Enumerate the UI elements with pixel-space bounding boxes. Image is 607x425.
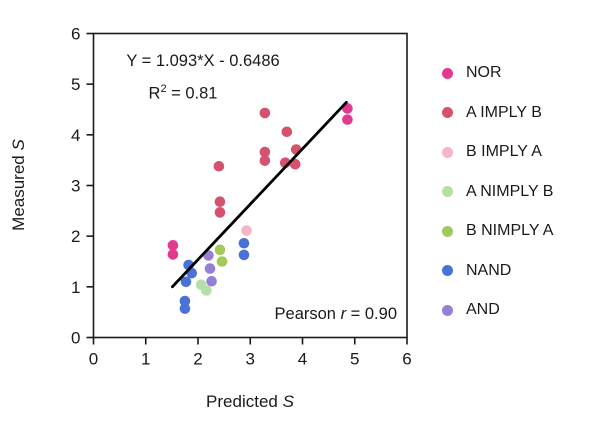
x-tick-label: 6 — [402, 350, 411, 369]
r-squared-prefix: R — [148, 84, 161, 103]
legend-label: AND — [466, 301, 500, 318]
data-point — [201, 285, 212, 296]
data-point — [259, 155, 271, 166]
y-axis-label-symbol: S — [9, 139, 28, 151]
data-point — [342, 114, 353, 125]
legend-label: B NIMPLY A — [466, 222, 554, 239]
legend-marker-dot — [442, 304, 453, 316]
fit-equation-text: Y = 1.093*X - 0.6486 — [126, 52, 280, 70]
data-point — [213, 160, 225, 172]
data-point — [281, 126, 293, 138]
legend-label: A IMPLY B — [466, 103, 542, 121]
pearson-prefix: Pearson — [274, 305, 341, 323]
data-point — [216, 256, 228, 267]
y-axis-label: Measured S — [9, 85, 31, 285]
x-axis-label-prefix: Predicted — [206, 392, 283, 411]
r-squared-exponent: 2 — [160, 83, 167, 95]
data-point — [259, 146, 271, 158]
data-point — [238, 237, 250, 249]
y-axis-label-prefix: Measured — [9, 150, 28, 231]
legend-item: B IMPLY A — [442, 141, 553, 163]
x-axis-label-symbol: S — [282, 392, 294, 411]
legend-item: NAND — [442, 260, 553, 282]
y-tick-label: 6 — [71, 25, 80, 44]
x-tick-label: 0 — [89, 350, 98, 369]
pearson-text: Pearson r = 0.90 — [237, 305, 397, 324]
data-point — [214, 196, 226, 208]
legend-label: NOR — [466, 64, 502, 81]
y-tick-label: 0 — [71, 329, 80, 348]
legend-marker-dot — [442, 186, 453, 197]
x-tick-label: 4 — [298, 350, 307, 369]
y-tick-label: 4 — [71, 126, 80, 145]
data-point — [259, 107, 271, 119]
data-point — [180, 276, 192, 288]
data-point — [214, 244, 226, 256]
data-point — [241, 225, 252, 236]
data-point — [238, 249, 250, 261]
data-point — [167, 249, 179, 260]
y-tick-label: 3 — [71, 177, 80, 196]
data-point — [214, 207, 226, 218]
x-tick-label: 5 — [350, 350, 359, 369]
legend-label: NAND — [466, 261, 512, 279]
data-point — [179, 295, 191, 307]
x-tick-label: 1 — [141, 350, 150, 369]
legend-marker-dot — [442, 225, 453, 237]
legend-item: B NIMPLY A — [442, 220, 553, 242]
data-point — [179, 303, 191, 314]
pearson-value: = 0.90 — [346, 305, 397, 323]
data-point — [204, 263, 216, 274]
x-axis-label: Predicted S — [150, 392, 350, 412]
plot-frame — [92, 32, 408, 339]
x-tick-label: 3 — [246, 350, 255, 369]
data-point — [206, 275, 217, 287]
legend-marker-dot — [442, 265, 453, 276]
x-tick-label: 2 — [193, 350, 202, 369]
r-squared-value: = 0.81 — [166, 84, 218, 103]
y-tick-label: 1 — [71, 278, 80, 297]
legend-label: A NIMPLY B — [466, 182, 554, 200]
data-point — [289, 158, 301, 170]
fit-line — [170, 100, 348, 289]
data-point — [167, 239, 179, 251]
legend-marker-dot — [442, 107, 453, 118]
y-tick-label: 5 — [71, 75, 80, 94]
chart-legend: NOR A IMPLY B B IMPLY A A NIMPLY B B NIMPLY … — [442, 62, 553, 339]
r-squared-text: R2 = 0.81 — [103, 83, 263, 104]
y-tick-label: 2 — [71, 227, 80, 246]
legend-item: A NIMPLY B — [442, 181, 553, 203]
legend-item: AND — [442, 299, 553, 321]
legend-item: A IMPLY B — [442, 102, 553, 124]
legend-marker-dot — [442, 67, 453, 79]
legend-label: B IMPLY A — [466, 143, 542, 160]
pearson-symbol: r — [340, 305, 347, 323]
legend-item: NOR — [442, 62, 553, 84]
legend-marker-dot — [442, 146, 453, 158]
